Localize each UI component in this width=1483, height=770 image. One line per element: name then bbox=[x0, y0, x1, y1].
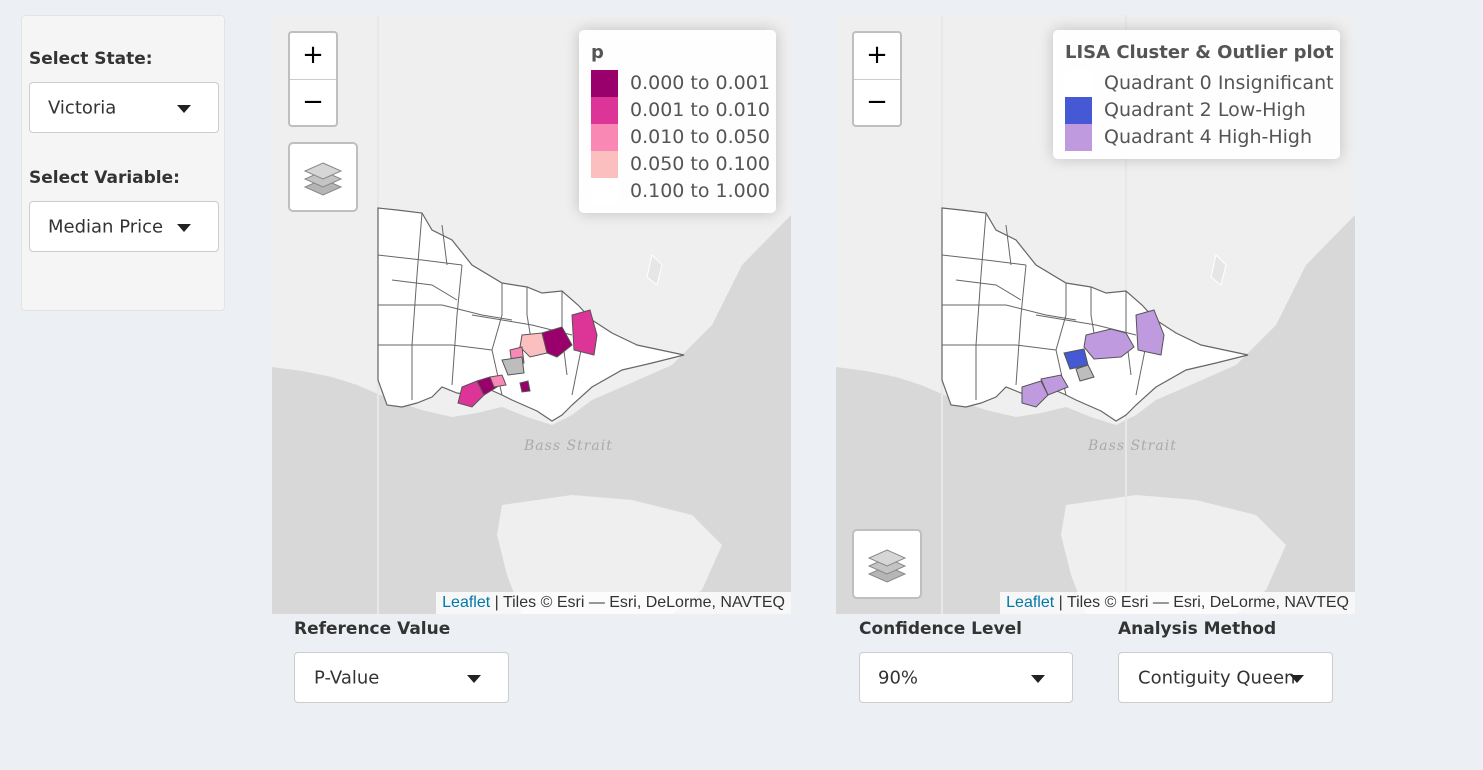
lisa-legend: LISA Cluster & Outlier plot Quadrant 0 I… bbox=[1053, 30, 1340, 159]
legend-label: 0.001 to 0.010 bbox=[630, 99, 770, 121]
confidence-level-select-value: 90% bbox=[878, 667, 919, 688]
legend-swatch bbox=[1065, 97, 1092, 124]
zoom-in-button[interactable]: + bbox=[866, 40, 888, 70]
legend-swatch bbox=[1065, 124, 1092, 151]
map-attribution: Leaflet | Tiles © Esri — Esri, DeLorme, … bbox=[1000, 592, 1355, 614]
zoom-out-button[interactable]: − bbox=[290, 79, 336, 125]
zoom-control: + − bbox=[288, 31, 338, 127]
lisa-cluster-map[interactable]: Bass Strait + − LISA Cluster & Outlier p… bbox=[836, 15, 1355, 614]
legend-swatch bbox=[591, 97, 618, 124]
tiles-credit: | Tiles © Esri — Esri, DeLorme, NAVTEQ bbox=[490, 594, 785, 611]
reference-value-label: Reference Value bbox=[294, 619, 451, 639]
chevron-down-icon bbox=[1290, 674, 1304, 683]
legend-label: 0.010 to 0.050 bbox=[630, 126, 770, 148]
legend-label: Quadrant 0 Insignificant bbox=[1104, 72, 1334, 94]
legend-title: LISA Cluster & Outlier plot bbox=[1065, 42, 1334, 63]
legend-label: 0.100 to 1.000 bbox=[630, 180, 770, 202]
legend-swatch bbox=[591, 178, 618, 205]
state-select-value: Victoria bbox=[48, 97, 117, 118]
variable-select[interactable]: Median Price bbox=[29, 201, 219, 252]
layers-icon bbox=[867, 549, 907, 583]
chevron-down-icon bbox=[177, 104, 191, 113]
chevron-down-icon bbox=[177, 223, 191, 232]
layers-button[interactable] bbox=[288, 142, 358, 212]
p-value-map[interactable]: Bass Strait + − p 0.000 to 0.001 0.001 t… bbox=[272, 15, 791, 614]
legend-label: 0.000 to 0.001 bbox=[630, 72, 770, 94]
select-variable-label: Select Variable: bbox=[29, 168, 180, 188]
chevron-down-icon bbox=[1031, 674, 1045, 683]
analysis-method-select[interactable]: Contiguity Queen bbox=[1118, 652, 1333, 703]
legend-title: p bbox=[591, 42, 604, 63]
confidence-level-select[interactable]: 90% bbox=[859, 652, 1073, 703]
legend-label: 0.050 to 0.100 bbox=[630, 153, 770, 175]
chevron-down-icon bbox=[467, 674, 481, 683]
analysis-method-select-value: Contiguity Queen bbox=[1138, 667, 1296, 688]
map-attribution: Leaflet | Tiles © Esri — Esri, DeLorme, … bbox=[436, 592, 791, 614]
zoom-control: + − bbox=[852, 31, 902, 127]
reference-value-select[interactable]: P-Value bbox=[294, 652, 509, 703]
leaflet-link[interactable]: Leaflet bbox=[442, 594, 491, 611]
sea-label: Bass Strait bbox=[524, 438, 613, 454]
legend-label: Quadrant 2 Low-High bbox=[1104, 99, 1306, 121]
variable-select-value: Median Price bbox=[48, 216, 164, 237]
sidebar-panel bbox=[21, 15, 225, 311]
legend-label: Quadrant 4 High-High bbox=[1104, 126, 1313, 148]
legend-swatch bbox=[591, 151, 618, 178]
layers-icon bbox=[303, 162, 343, 196]
reference-value-select-value: P-Value bbox=[314, 667, 380, 688]
legend-swatch bbox=[591, 70, 618, 97]
zoom-out-button[interactable]: − bbox=[854, 79, 900, 125]
zoom-in-button[interactable]: + bbox=[302, 40, 324, 70]
state-select[interactable]: Victoria bbox=[29, 82, 219, 133]
legend-swatch bbox=[1065, 70, 1092, 97]
confidence-level-label: Confidence Level bbox=[859, 619, 1022, 639]
legend-swatch bbox=[591, 124, 618, 151]
layers-button[interactable] bbox=[852, 529, 922, 599]
analysis-method-label: Analysis Method bbox=[1118, 619, 1277, 639]
select-state-label: Select State: bbox=[29, 49, 153, 69]
sea-label: Bass Strait bbox=[1088, 438, 1177, 454]
leaflet-link[interactable]: Leaflet bbox=[1006, 594, 1055, 611]
p-legend: p 0.000 to 0.001 0.001 to 0.010 0.010 to… bbox=[579, 30, 776, 213]
tiles-credit: | Tiles © Esri — Esri, DeLorme, NAVTEQ bbox=[1054, 594, 1349, 611]
